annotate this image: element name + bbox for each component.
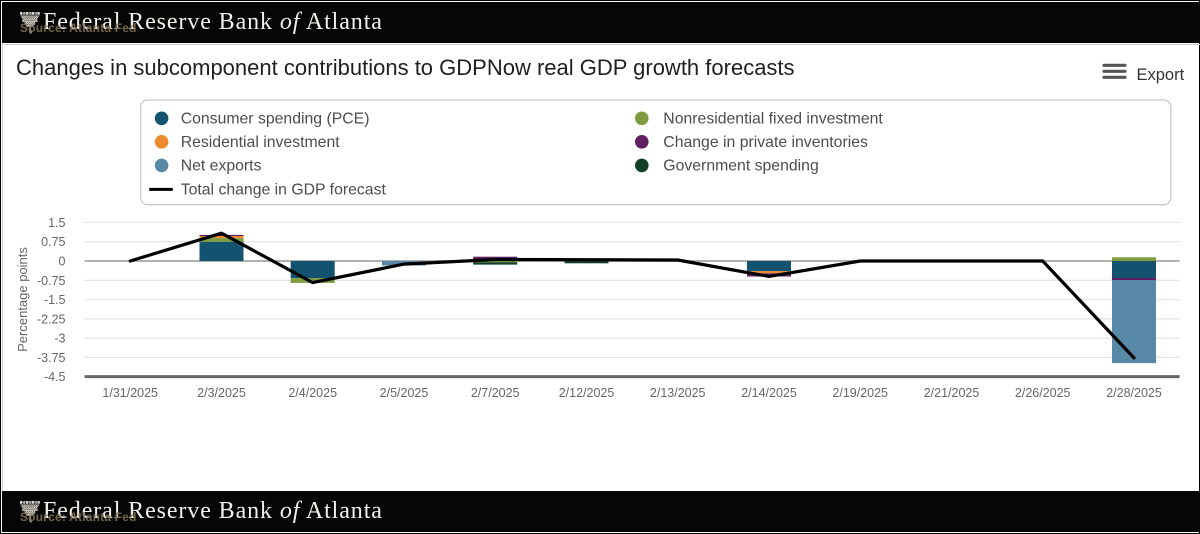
svg-text:-2.25: -2.25 — [37, 312, 66, 326]
svg-text:Total change in GDP forecast: Total change in GDP forecast — [181, 181, 387, 198]
svg-text:1/31/2025: 1/31/2025 — [102, 386, 158, 400]
svg-text:2/28/2025: 2/28/2025 — [1106, 386, 1162, 400]
svg-text:Percentage points: Percentage points — [15, 247, 30, 352]
svg-text:1.5: 1.5 — [48, 216, 65, 230]
svg-text:-3.75: -3.75 — [37, 351, 66, 365]
svg-text:2/26/2025: 2/26/2025 — [1015, 386, 1071, 400]
svg-text:0.75: 0.75 — [41, 235, 65, 249]
svg-text:2/3/2025: 2/3/2025 — [197, 386, 246, 400]
svg-text:2/4/2025: 2/4/2025 — [288, 386, 337, 400]
svg-text:-1.5: -1.5 — [44, 293, 66, 307]
svg-text:-4.5: -4.5 — [44, 370, 66, 384]
svg-text:Net exports: Net exports — [181, 157, 262, 174]
svg-text:2/13/2025: 2/13/2025 — [650, 386, 706, 400]
svg-text:2/12/2025: 2/12/2025 — [559, 386, 615, 400]
svg-text:-3: -3 — [54, 332, 65, 346]
svg-text:Government spending: Government spending — [663, 157, 818, 174]
svg-text:2/5/2025: 2/5/2025 — [380, 386, 429, 400]
svg-text:Change in private inventories: Change in private inventories — [663, 134, 868, 151]
svg-text:0: 0 — [59, 255, 66, 269]
svg-text:2/21/2025: 2/21/2025 — [924, 386, 980, 400]
svg-text:2/7/2025: 2/7/2025 — [471, 386, 520, 400]
svg-text:Consumer spending (PCE): Consumer spending (PCE) — [181, 110, 370, 127]
svg-text:Nonresidential fixed investmen: Nonresidential fixed investment — [663, 110, 883, 127]
svg-text:2/14/2025: 2/14/2025 — [741, 386, 797, 400]
svg-text:-0.75: -0.75 — [37, 274, 66, 288]
svg-text:2/19/2025: 2/19/2025 — [832, 386, 888, 400]
svg-text:Residential investment: Residential investment — [181, 134, 341, 151]
